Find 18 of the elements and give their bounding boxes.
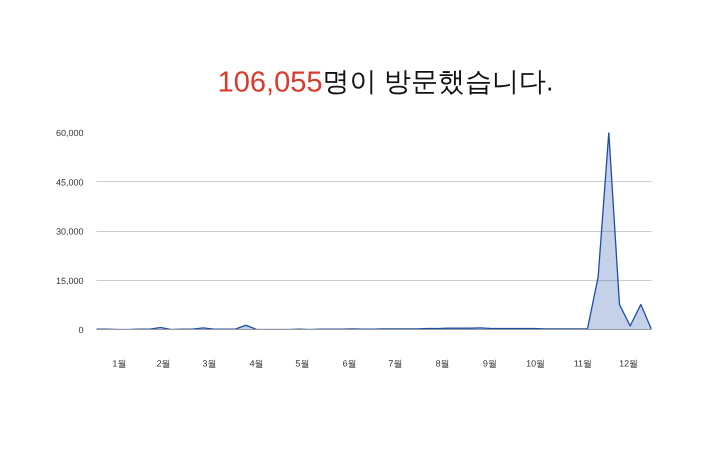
x-tick-label: 11월 bbox=[574, 358, 592, 368]
x-tick-label: 4월 bbox=[250, 358, 264, 368]
x-tick-label: 8월 bbox=[436, 358, 450, 368]
x-tick-label: 3월 bbox=[202, 358, 216, 368]
x-tick-label: 6월 bbox=[342, 358, 357, 368]
x-tick-label: 10월 bbox=[526, 358, 546, 368]
y-tick-label: 0 bbox=[78, 325, 84, 335]
x-tick-label: 7월 bbox=[388, 358, 402, 368]
x-tick-label: 1월 bbox=[112, 358, 126, 368]
x-tick-label: 5월 bbox=[295, 358, 310, 368]
y-tick-label: 60,000 bbox=[56, 128, 84, 138]
x-tick-label: 9월 bbox=[482, 358, 497, 368]
y-tick-label: 45,000 bbox=[56, 177, 84, 188]
chart-title: 106,055명이 방문했습니다. bbox=[218, 66, 554, 98]
y-tick-label: 15,000 bbox=[56, 276, 84, 286]
x-tick-label: 2월 bbox=[156, 358, 171, 368]
x-tick-label: 12월 bbox=[619, 358, 638, 368]
y-tick-label: 30,000 bbox=[56, 226, 84, 236]
